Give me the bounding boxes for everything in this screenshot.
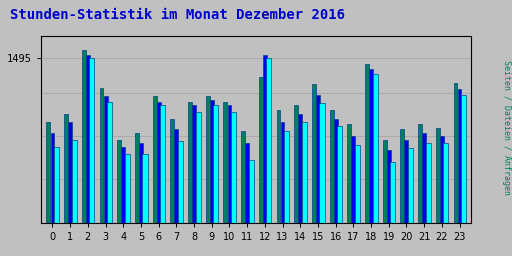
Bar bbox=[276, 110, 281, 223]
Bar bbox=[418, 124, 422, 223]
Bar bbox=[408, 148, 413, 223]
Bar bbox=[365, 63, 369, 223]
Bar bbox=[227, 105, 231, 223]
Bar bbox=[214, 105, 218, 223]
Bar bbox=[139, 143, 143, 223]
Bar bbox=[330, 110, 333, 223]
Bar bbox=[351, 136, 355, 223]
Bar bbox=[284, 131, 289, 223]
Bar bbox=[312, 84, 316, 223]
Bar bbox=[223, 102, 227, 223]
Bar bbox=[281, 122, 285, 223]
Bar bbox=[117, 140, 121, 223]
Bar bbox=[188, 102, 192, 223]
Bar bbox=[347, 124, 351, 223]
Bar bbox=[170, 119, 174, 223]
Bar bbox=[142, 154, 147, 223]
Bar bbox=[196, 112, 201, 223]
Bar bbox=[178, 141, 183, 223]
Bar bbox=[263, 55, 267, 223]
Bar bbox=[241, 131, 245, 223]
Bar bbox=[99, 88, 103, 223]
Bar bbox=[160, 105, 165, 223]
Bar bbox=[440, 136, 444, 223]
Bar bbox=[390, 162, 395, 223]
Bar bbox=[443, 143, 449, 223]
Bar bbox=[373, 74, 378, 223]
Bar bbox=[369, 69, 373, 223]
Bar bbox=[121, 147, 125, 223]
Bar bbox=[54, 147, 59, 223]
Bar bbox=[316, 95, 320, 223]
Bar bbox=[302, 122, 307, 223]
Text: Stunden-Statistik im Monat Dezember 2016: Stunden-Statistik im Monat Dezember 2016 bbox=[10, 8, 345, 22]
Bar bbox=[245, 143, 249, 223]
Bar bbox=[383, 140, 387, 223]
Bar bbox=[107, 102, 112, 223]
Text: Seiten / Dateien / Anfragen: Seiten / Dateien / Anfragen bbox=[502, 60, 511, 196]
Bar bbox=[51, 133, 54, 223]
Bar bbox=[355, 145, 360, 223]
Bar bbox=[266, 58, 271, 223]
Bar bbox=[259, 77, 263, 223]
Bar bbox=[249, 161, 254, 223]
Bar bbox=[103, 97, 108, 223]
Bar bbox=[334, 119, 337, 223]
Bar bbox=[458, 90, 461, 223]
Bar bbox=[294, 105, 298, 223]
Bar bbox=[404, 140, 409, 223]
Bar bbox=[90, 58, 94, 223]
Bar bbox=[47, 122, 50, 223]
Bar bbox=[461, 95, 466, 223]
Bar bbox=[157, 102, 161, 223]
Bar bbox=[175, 129, 178, 223]
Bar bbox=[125, 154, 130, 223]
Bar bbox=[400, 129, 404, 223]
Bar bbox=[72, 140, 77, 223]
Bar bbox=[337, 126, 342, 223]
Bar bbox=[153, 97, 157, 223]
Bar bbox=[192, 105, 196, 223]
Bar bbox=[64, 114, 68, 223]
Bar bbox=[298, 114, 302, 223]
Bar bbox=[68, 122, 72, 223]
Bar bbox=[231, 112, 236, 223]
Bar bbox=[135, 133, 139, 223]
Bar bbox=[206, 97, 209, 223]
Bar bbox=[422, 133, 426, 223]
Bar bbox=[387, 150, 391, 223]
Bar bbox=[436, 127, 440, 223]
Bar bbox=[86, 55, 90, 223]
Bar bbox=[82, 50, 86, 223]
Bar bbox=[319, 103, 325, 223]
Bar bbox=[454, 82, 457, 223]
Bar bbox=[210, 100, 214, 223]
Bar bbox=[425, 143, 431, 223]
